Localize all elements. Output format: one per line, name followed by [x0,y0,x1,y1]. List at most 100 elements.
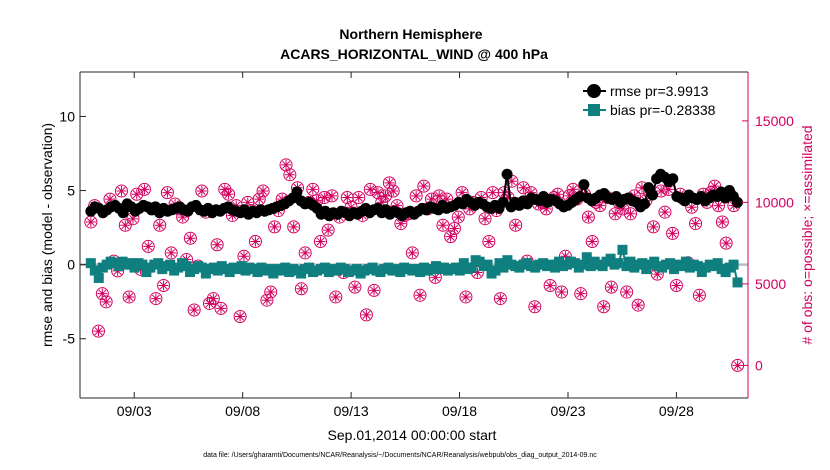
obs-assimilated-point [139,184,150,195]
rmse-point [578,179,590,191]
obs-assimilated-point [556,287,567,298]
obs-possible-point [260,293,274,307]
obs-possible-point [585,235,599,249]
obs-possible-point [451,210,465,224]
obs-possible-point [141,239,155,253]
obs-assimilated-point [606,282,617,293]
obs-assimilated-point [353,192,364,203]
obs-assimilated-point [166,247,177,258]
obs-assimilated-point [430,272,441,283]
obs-possible-point [313,235,327,249]
y-tick-label-left: 0 [67,257,75,273]
obs-possible-point [382,176,396,190]
obs-assimilated-point [717,216,728,227]
bias-point [617,244,628,255]
obs-possible-point [669,279,683,293]
bias-point [665,258,676,269]
obs-assimilated-point [663,184,674,195]
bias-point [137,259,148,270]
obs-assimilated-point [449,223,460,234]
obs-possible-point [202,296,216,310]
x-tick-label: 09/08 [225,403,260,419]
obs-possible-point [409,189,423,203]
obs-assimilated-point [434,190,445,201]
obs-assimilated-point [437,220,448,231]
bias-point [181,261,192,272]
obs-possible-point [631,298,645,312]
obs-assimilated-point [227,210,238,221]
obs-assimilated-point [625,208,636,219]
obs-possible-point [91,324,105,338]
bias-point [732,277,743,288]
obs-possible-point [359,308,373,322]
obs-possible-point [248,235,262,249]
obs-possible-point [719,236,733,250]
obs-possible-point [646,220,660,234]
legend-bias-marker [588,104,600,116]
obs-possible-point [294,282,308,296]
obs-possible-point [543,279,557,293]
obs-possible-point [597,300,611,314]
obs-assimilated-point [101,296,112,307]
bias-point [196,262,207,273]
obs-assimilated-point [453,212,464,223]
obs-assimilated-point [162,187,173,198]
bias-point [498,262,509,273]
obs-assimilated-point [212,239,223,250]
bias-point [165,259,176,270]
obs-possible-point [692,288,706,302]
obs-possible-point [386,184,400,198]
obs-possible-point [130,187,144,201]
obs-assimilated-point [690,218,701,229]
rmse-point [639,198,651,210]
bias-point [692,261,703,272]
obs-possible-point [417,179,431,193]
obs-assimilated-point [85,216,96,227]
bias-point [466,262,477,273]
obs-assimilated-point [721,238,732,249]
y-axis-label-left: rmse and bias (model - observation) [39,123,55,347]
chart-subtitle: ACARS_HORIZONTAL_WIND @ 400 hPa [280,46,548,62]
obs-assimilated-point [457,187,468,198]
obs-possible-point [608,207,622,221]
obs-possible-point [329,290,343,304]
obs-assimilated-point [208,293,219,304]
obs-possible-point [118,218,132,232]
y-tick-label-right: 15000 [755,113,794,129]
obs-possible-point [509,218,523,232]
obs-assimilated-point [686,202,697,213]
bias-point [490,265,501,276]
bias-point [637,258,648,269]
obs-assimilated-point [150,293,161,304]
obs-possible-point [187,303,201,317]
obs-assimilated-point [583,212,594,223]
obs-assimilated-point [372,187,383,198]
obs-possible-point [444,230,458,244]
obs-possible-point [528,300,542,314]
obs-assimilated-point [495,293,506,304]
obs-possible-point [689,217,703,231]
y-axis-label-right: # of obs: o=possible; ×=assimilated [799,125,815,344]
bias-point [625,256,636,267]
bias-point [85,258,96,269]
obs-possible-point [379,189,393,203]
obs-assimilated-point [235,311,246,322]
obs-assimilated-point [131,189,142,200]
obs-assimilated-point [380,190,391,201]
bias-point [613,258,624,269]
obs-possible-point [283,168,297,182]
bias-point [550,262,561,273]
obs-possible-point [620,285,634,299]
obs-possible-point [160,186,174,200]
obs-assimilated-point [392,200,403,211]
obs-assimilated-point [652,269,663,280]
obs-possible-point [482,235,496,249]
obs-possible-point [574,287,588,301]
obs-possible-point [624,207,638,221]
obs-possible-point [218,182,232,196]
x-tick-label: 09/18 [442,403,477,419]
obs-assimilated-point [384,177,395,188]
obs-assimilated-point [93,326,104,337]
obs-possible-point [447,221,461,235]
obs-assimilated-point [732,360,743,371]
